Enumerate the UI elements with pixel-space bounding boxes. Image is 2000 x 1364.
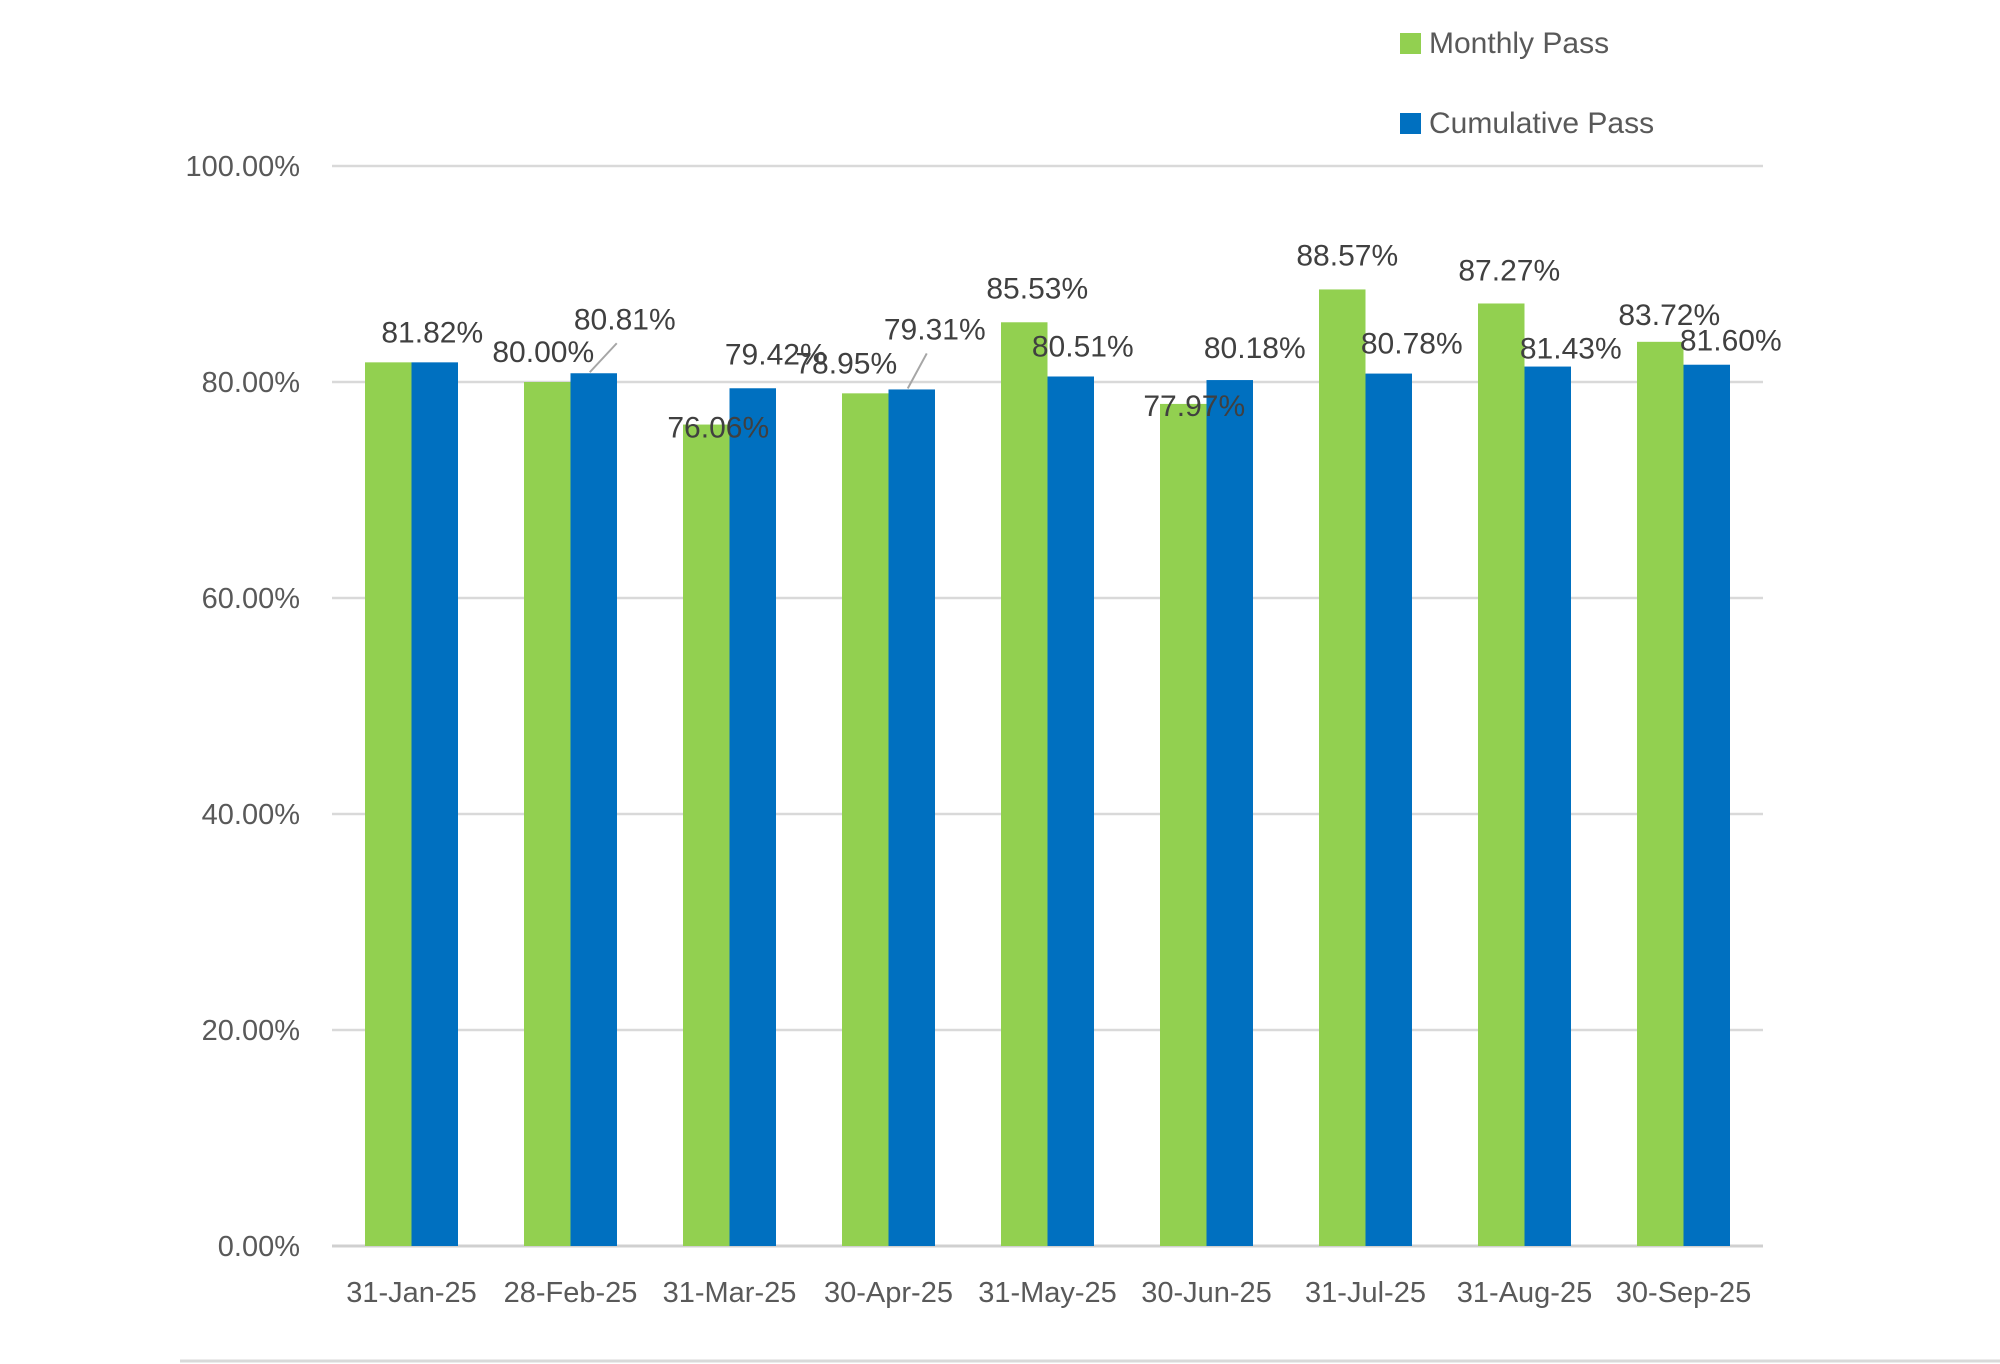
x-tick-label: 30-Jun-25 — [1141, 1277, 1272, 1309]
y-tick-label: 0.00% — [218, 1231, 300, 1263]
bar-cumulative-pass-7[interactable] — [1524, 366, 1572, 1246]
data-label-cumulative-pass-3: 79.31% — [884, 313, 986, 346]
bar-cumulative-pass-8[interactable] — [1683, 364, 1731, 1247]
bar-cumulative-pass-2[interactable] — [729, 388, 777, 1246]
data-labels: 81.82% 80.00% 76.06% 78.95% 85.53% 77.97% 88.5… — [381, 239, 1781, 444]
leader-line — [589, 342, 618, 373]
data-label-monthly-pass-8: 83.72% — [1618, 299, 1720, 332]
bar-cumulative-pass-3[interactable] — [888, 389, 936, 1246]
x-tick-label: 31-Aug-25 — [1457, 1277, 1592, 1309]
data-label-monthly-pass-2: 76.06% — [667, 412, 769, 445]
data-label-monthly-pass-1: 80.00% — [492, 336, 594, 369]
bar-cumulative-pass-4[interactable] — [1047, 376, 1095, 1246]
bar-cumulative-pass-1[interactable] — [570, 373, 618, 1246]
legend: Monthly Pass Cumulative Pass — [1400, 27, 1654, 140]
legend-label-cumulative-pass: Cumulative Pass — [1429, 107, 1654, 140]
x-tick-label: 30-Sep-25 — [1616, 1277, 1751, 1309]
y-tick-label: 40.00% — [202, 799, 300, 831]
legend-swatch-cumulative-pass — [1400, 113, 1421, 134]
bar-monthly-pass-0[interactable] — [365, 362, 412, 1246]
bar-monthly-pass-7[interactable] — [1478, 303, 1525, 1246]
bar-monthly-pass-5[interactable] — [1160, 403, 1207, 1246]
data-label-monthly-pass-7: 87.27% — [1458, 254, 1560, 287]
x-tick-label: 28-Feb-25 — [504, 1277, 638, 1309]
x-tick-label: 31-Jul-25 — [1305, 1277, 1426, 1309]
bar-cumulative-pass-0[interactable] — [411, 362, 459, 1246]
leader-line — [906, 352, 928, 389]
data-label-cumulative-pass-7: 81.43% — [1520, 333, 1622, 366]
bar-cumulative-pass-5[interactable] — [1206, 380, 1254, 1246]
data-label-cumulative-pass-4: 80.51% — [1032, 330, 1134, 363]
data-label-monthly-pass-6: 88.57% — [1296, 239, 1398, 272]
x-tick-label: 31-Jan-25 — [346, 1277, 477, 1309]
x-tick-label: 30-Apr-25 — [824, 1277, 953, 1309]
y-tick-label: 80.00% — [202, 367, 300, 399]
y-tick-label: 20.00% — [202, 1015, 300, 1047]
bar-cumulative-pass-6[interactable] — [1365, 373, 1413, 1246]
legend-label-monthly-pass: Monthly Pass — [1429, 27, 1609, 60]
data-label-monthly-pass-0: 81.82% — [381, 316, 483, 349]
legend-swatch-monthly-pass — [1400, 33, 1421, 54]
bar-monthly-pass-8[interactable] — [1637, 341, 1684, 1247]
data-label-monthly-pass-4: 85.53% — [986, 272, 1088, 305]
data-label-cumulative-pass-2: 79.42% — [725, 338, 827, 371]
x-tick-label: 31-May-25 — [978, 1277, 1117, 1309]
y-tick-label: 60.00% — [202, 583, 300, 615]
data-label-cumulative-pass-8: 81.60% — [1680, 325, 1782, 358]
data-label-cumulative-pass-5: 80.18% — [1204, 332, 1306, 365]
y-axis-tick-labels: 0.00% 20.00% 40.00% 60.00% 80.00% 100.00% — [186, 151, 301, 1263]
data-label-monthly-pass-5: 77.97% — [1143, 390, 1245, 423]
legend-entry-monthly-pass[interactable]: Monthly Pass — [1400, 27, 1609, 60]
leader-lines — [589, 342, 928, 389]
y-tick-label: 100.00% — [186, 151, 301, 183]
x-tick-label: 31-Mar-25 — [663, 1277, 797, 1309]
bar-monthly-pass-6[interactable] — [1319, 289, 1366, 1247]
bar-monthly-pass-4[interactable] — [1001, 322, 1048, 1246]
bar-monthly-pass-2[interactable] — [683, 424, 730, 1246]
legend-entry-cumulative-pass[interactable]: Cumulative Pass — [1400, 107, 1654, 140]
bars — [365, 289, 1731, 1247]
data-label-monthly-pass-3: 78.95% — [795, 347, 897, 380]
data-label-cumulative-pass-6: 80.78% — [1361, 328, 1463, 361]
data-label-cumulative-pass-1: 80.81% — [574, 303, 676, 336]
x-axis-tick-labels: 31-Jan-25 28-Feb-25 31-Mar-25 30-Apr-25 31-M… — [346, 1277, 1751, 1309]
bar-monthly-pass-1[interactable] — [524, 382, 571, 1246]
bar-monthly-pass-3[interactable] — [842, 393, 889, 1247]
